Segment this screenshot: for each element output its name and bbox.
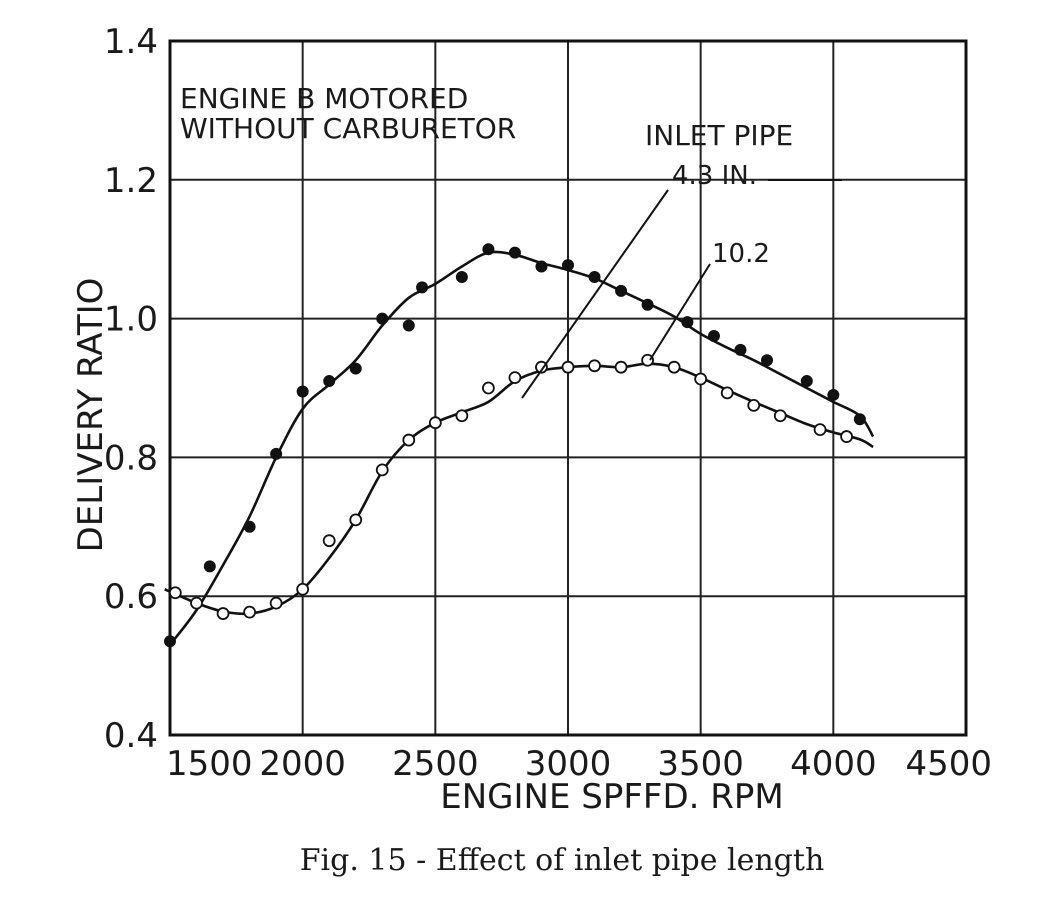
data-point-10-2: [508, 371, 522, 384]
data-point-4-3-in: [402, 319, 415, 332]
y-tick-label: 0.4: [104, 716, 158, 756]
data-point-10-2: [349, 513, 363, 527]
data-point-4-3-in: [615, 284, 628, 297]
grid: [170, 41, 966, 735]
data-point-10-2: [269, 596, 283, 610]
data-point-4-3-in: [482, 243, 495, 256]
leader-line-4-3-in-diagonal: [521, 189, 669, 399]
series-line-10-2: [164, 362, 874, 616]
data-point-10-2: [481, 381, 495, 395]
data-point-4-3-in: [588, 270, 601, 283]
data-point-10-2: [402, 433, 416, 447]
data-point-10-2: [428, 416, 442, 430]
data-point-10-2: [840, 430, 853, 443]
data-point-4-3-in: [707, 329, 720, 342]
y-axis-label: DELIVERY RATIO: [71, 278, 111, 553]
data-point-10-2: [747, 398, 761, 412]
series-points: [164, 243, 866, 648]
data-point-10-2: [455, 409, 469, 423]
data-point-4-3-in: [827, 388, 840, 401]
data-point-4-3-in: [508, 246, 521, 259]
data-point-4-3-in: [203, 560, 216, 573]
data-point-4-3-in: [323, 375, 336, 388]
data-point-10-2: [694, 372, 708, 386]
data-point-10-2: [614, 360, 628, 374]
x-tick-label: 3000: [525, 744, 612, 784]
legend-title: INLET PIPE: [645, 119, 793, 152]
data-point-10-2: [773, 409, 787, 423]
y-tick-label: 1.2: [104, 161, 158, 201]
x-tick-label: 4000: [790, 744, 877, 784]
data-point-4-3-in: [853, 413, 866, 426]
data-point-4-3-in: [376, 312, 389, 325]
y-tick-label: 0.8: [104, 438, 158, 478]
data-point-10-2: [667, 360, 681, 374]
data-point-10-2: [720, 386, 734, 400]
data-point-10-2: [561, 360, 575, 374]
data-point-10-2: [296, 582, 310, 596]
series-line-4-3-in: [168, 250, 875, 646]
y-tick-labels: 0.4 0.6 0.8 1.0 1.2 1.4: [104, 22, 158, 756]
data-point-4-3-in: [641, 298, 654, 311]
x-tick-label: 3500: [657, 744, 744, 784]
data-point-4-3-in: [562, 259, 574, 272]
data-point-10-2: [813, 423, 827, 437]
data-point-10-2: [216, 607, 230, 620]
data-point-10-2: [243, 605, 257, 619]
y-tick-label: 1.0: [104, 300, 158, 340]
data-point-4-3-in: [349, 362, 362, 375]
annotation-line-2: WITHOUT CARBURETOR: [180, 112, 516, 145]
x-tick-label: 2000: [259, 744, 346, 784]
x-axis-label: ENGINE SPFFD. RPM: [440, 777, 783, 817]
data-point-10-2: [190, 596, 203, 610]
data-point-10-2: [375, 463, 389, 477]
data-point-4-3-in: [416, 281, 429, 294]
series-label-4-3-in: 4.3 IN.: [672, 161, 757, 191]
series-label-10-2: 10.2: [712, 239, 770, 269]
data-point-4-3-in: [243, 520, 256, 533]
y-tick-label: 0.6: [104, 577, 158, 617]
y-tick-label: 1.4: [104, 22, 158, 62]
data-point-4-3-in: [681, 316, 694, 329]
series-curves: [164, 250, 875, 646]
x-tick-label: 1500: [166, 744, 253, 784]
data-point-4-3-in: [270, 447, 283, 460]
x-tick-label: 4500: [905, 744, 992, 784]
data-point-4-3-in: [455, 270, 468, 283]
data-point-10-2: [641, 353, 654, 367]
data-point-4-3-in: [296, 385, 309, 398]
data-point-10-2: [322, 534, 336, 548]
x-tick-labels: 1500 2000 2500 3000 3500 4000 4500: [166, 744, 992, 784]
data-point-4-3-in: [535, 260, 548, 273]
figure-caption: Fig. 15 - Effect of inlet pipe length: [300, 843, 825, 878]
data-point-4-3-in: [164, 635, 176, 648]
data-point-10-2: [588, 359, 601, 373]
x-tick-label: 2500: [392, 744, 479, 784]
data-point-4-3-in: [761, 354, 773, 367]
plot-frame: [168, 39, 968, 737]
annotation-line-1: ENGINE B MOTORED: [180, 82, 468, 115]
leader-line-10-2: [649, 263, 711, 361]
data-point-10-2: [168, 586, 182, 600]
data-point-10-2: [535, 360, 548, 374]
data-point-4-3-in: [734, 343, 747, 356]
data-point-4-3-in: [800, 375, 813, 388]
